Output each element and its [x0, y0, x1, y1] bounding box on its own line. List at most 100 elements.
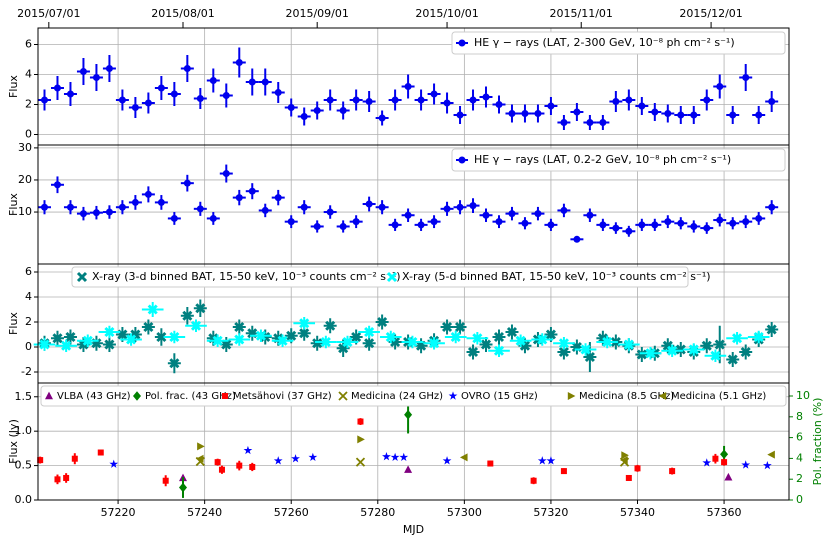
marker	[558, 338, 569, 349]
marker	[170, 90, 178, 98]
marker	[365, 200, 373, 208]
marker	[677, 111, 685, 119]
marker	[97, 449, 104, 456]
y-tick-label: 0	[25, 340, 32, 353]
y-tick-label: 0.0	[15, 493, 33, 506]
marker	[454, 321, 466, 333]
marker	[222, 92, 230, 99]
legend-label: OVRO (15 GHz)	[461, 391, 538, 402]
y-tick-label: 0	[25, 128, 32, 141]
marker	[430, 218, 438, 226]
marker	[65, 331, 76, 343]
marker	[645, 348, 656, 359]
y-tick-label: 6	[25, 265, 32, 278]
marker	[222, 170, 230, 178]
marker	[71, 455, 78, 462]
marker	[162, 477, 169, 484]
marker	[530, 477, 537, 484]
marker	[493, 331, 505, 343]
marker	[243, 445, 253, 455]
marker	[495, 218, 503, 226]
marker	[417, 221, 425, 229]
marker	[753, 331, 764, 343]
marker	[443, 205, 451, 213]
marker	[404, 83, 412, 90]
marker	[386, 271, 398, 283]
marker	[391, 96, 399, 104]
marker	[377, 316, 388, 328]
marker	[469, 96, 477, 104]
legend-box	[71, 266, 689, 288]
y2-tick-label: 10	[796, 389, 810, 402]
y2-axis-label: Pol. fraction (%)	[811, 398, 824, 486]
marker	[45, 391, 53, 400]
marker	[508, 110, 516, 117]
marker	[560, 206, 568, 214]
x-tick-label: 57340	[620, 506, 655, 519]
marker	[197, 442, 205, 451]
marker	[352, 218, 360, 226]
marker	[677, 219, 685, 227]
marker	[66, 90, 74, 98]
marker	[105, 208, 113, 216]
marker	[357, 418, 364, 425]
legend-label: Metsähovi (37 GHz)	[233, 391, 332, 402]
marker	[716, 83, 724, 90]
marker	[53, 181, 61, 189]
marker	[560, 468, 567, 475]
marker	[741, 460, 751, 469]
top-x-tick-label: 2015/10/01	[415, 7, 478, 20]
marker	[521, 110, 529, 117]
marker	[378, 203, 386, 211]
marker	[54, 476, 61, 483]
marker	[183, 179, 191, 187]
marker	[52, 333, 63, 344]
marker	[714, 339, 725, 350]
marker	[625, 474, 632, 481]
marker	[580, 344, 591, 355]
marker	[76, 271, 88, 283]
marker	[712, 455, 719, 462]
marker	[308, 452, 318, 462]
y-tick-label: 20	[18, 173, 32, 186]
y2-tick-label: 0	[796, 493, 803, 506]
marker	[467, 346, 479, 358]
marker	[506, 326, 518, 338]
marker	[658, 392, 667, 400]
marker	[651, 221, 659, 229]
marker	[385, 331, 396, 343]
marker	[234, 334, 245, 345]
marker	[169, 331, 180, 343]
marker	[701, 340, 712, 351]
marker	[235, 59, 243, 66]
y-axis-label: Flux	[7, 193, 20, 216]
marker	[620, 456, 628, 465]
marker	[399, 452, 409, 462]
marker	[636, 349, 647, 360]
marker	[104, 339, 115, 350]
marker	[404, 465, 413, 473]
x-tick-label: 57240	[187, 506, 222, 519]
marker	[602, 336, 613, 348]
marker	[534, 210, 542, 218]
marker	[61, 340, 72, 351]
marker	[625, 96, 633, 104]
marker	[274, 89, 282, 96]
marker	[724, 472, 733, 481]
marker	[326, 96, 334, 104]
marker	[755, 214, 763, 222]
marker	[391, 221, 399, 229]
marker	[169, 358, 180, 369]
legend: HE γ − rays (LAT, 0.2-2 GeV, 10⁻⁸ ph cm⁻…	[451, 148, 786, 172]
marker	[222, 393, 228, 399]
marker	[458, 39, 466, 47]
marker	[515, 335, 526, 346]
marker	[459, 453, 468, 462]
marker	[300, 113, 308, 120]
marker	[450, 331, 461, 343]
marker	[105, 65, 113, 72]
marker	[179, 482, 188, 493]
marker	[573, 235, 581, 243]
marker	[458, 156, 466, 164]
marker	[214, 459, 221, 466]
